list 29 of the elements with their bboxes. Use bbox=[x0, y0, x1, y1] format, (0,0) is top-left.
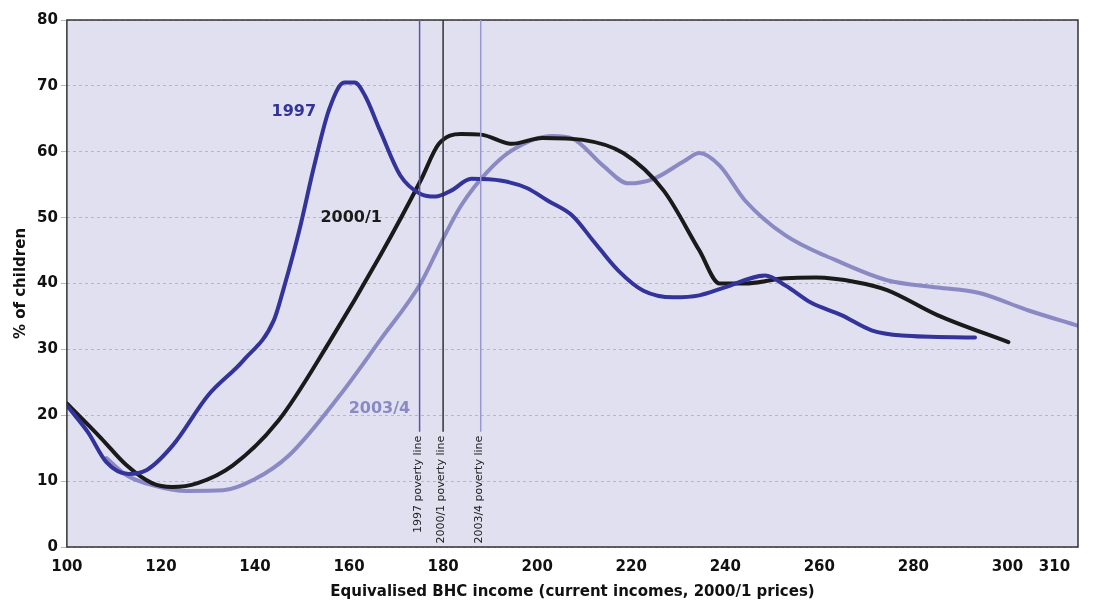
series-label: 1997 bbox=[271, 101, 317, 121]
ref-line-label: 2000/1 poverty line bbox=[434, 435, 448, 544]
x-tick-label: 100 bbox=[51, 556, 83, 575]
series-label: 2000/1 bbox=[320, 206, 382, 226]
x-tick-label: 140 bbox=[239, 556, 271, 575]
x-tick-label: 180 bbox=[427, 556, 459, 575]
y-tick-label: 10 bbox=[37, 471, 58, 490]
y-axis-title: % of children bbox=[10, 227, 29, 340]
y-tick-label: 60 bbox=[37, 141, 58, 160]
y-tick-label: 20 bbox=[37, 405, 58, 424]
x-tick-label: 200 bbox=[521, 556, 553, 575]
series-label: 2003/4 bbox=[348, 397, 411, 417]
y-tick-label: 30 bbox=[37, 339, 58, 358]
x-axis-title: Equivalised BHC income (current incomes, 2000/1 prices) bbox=[330, 581, 815, 600]
y-tick-label: 80 bbox=[37, 9, 58, 28]
y-tick-label: 70 bbox=[37, 75, 58, 94]
x-tick-label: 120 bbox=[145, 556, 177, 575]
ref-line-label: 2003/4 poverty line bbox=[472, 435, 486, 544]
x-tick-label: 280 bbox=[897, 556, 930, 575]
x-tick-label: 260 bbox=[803, 556, 835, 575]
x-tick-label: 160 bbox=[333, 556, 365, 575]
x-tick-label: 220 bbox=[615, 556, 647, 575]
y-tick-label: 0 bbox=[47, 536, 58, 555]
y-tick-label: 40 bbox=[37, 273, 58, 292]
x-tick-label: 310 bbox=[1038, 556, 1071, 575]
y-tick-label: 50 bbox=[37, 207, 58, 226]
x-tick-label: 300 bbox=[991, 556, 1024, 575]
ref-line-label: 1997 poverty line bbox=[410, 435, 424, 533]
x-tick-label: 240 bbox=[709, 556, 741, 575]
